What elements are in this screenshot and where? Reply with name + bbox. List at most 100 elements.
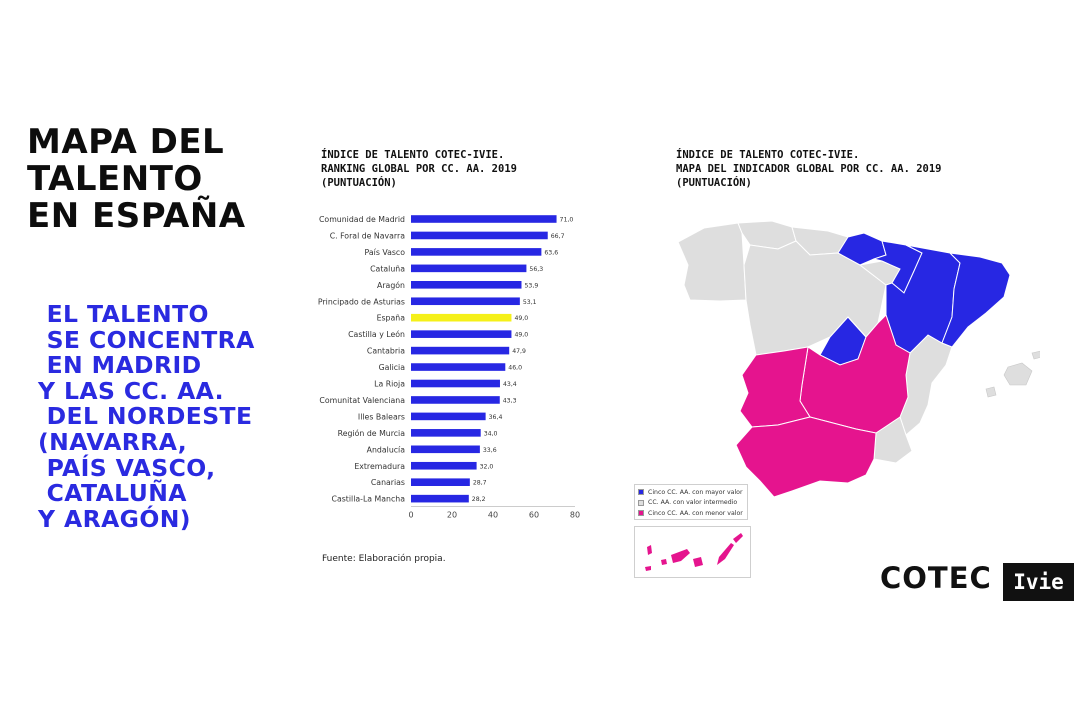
island-el-hierro bbox=[645, 566, 651, 571]
category-label: Castilla-La Mancha bbox=[332, 495, 406, 504]
category-label: Castilla y León bbox=[348, 330, 405, 339]
bar bbox=[411, 429, 481, 437]
key-message-line: Y ARAGÓN) bbox=[38, 504, 191, 533]
bar bbox=[411, 461, 477, 470]
x-tick-label: 0 bbox=[408, 511, 413, 520]
key-message-line: DEL NORDESTE bbox=[38, 402, 253, 431]
key-message-line: SE CONCENTRA bbox=[38, 325, 255, 354]
key-message-line: Y LAS CC. AA. bbox=[38, 376, 225, 405]
value-label: 53,1 bbox=[523, 299, 537, 306]
bar bbox=[411, 281, 522, 289]
value-label: 47,9 bbox=[512, 348, 526, 355]
category-label: Extremadura bbox=[354, 462, 405, 471]
category-label: País Vasco bbox=[365, 248, 406, 257]
ranking-bar-chart: Comunidad de Madrid 71,0 C. Foral de Navar… bbox=[318, 215, 580, 520]
key-message-line: EN MADRID bbox=[38, 351, 202, 380]
category-label: Región de Murcia bbox=[338, 429, 406, 438]
bar bbox=[411, 297, 520, 306]
value-label: 28,7 bbox=[473, 480, 487, 487]
legend-swatch-magenta bbox=[638, 510, 644, 517]
title-line: MAPA DEL bbox=[27, 122, 225, 162]
region-andalucia bbox=[735, 416, 877, 498]
legend-item: CC. AA. con valor intermedio bbox=[638, 498, 744, 509]
page-title: MAPA DEL TALENTO EN ESPAÑA bbox=[27, 124, 246, 235]
bar bbox=[411, 478, 470, 486]
title-line: TALENTO bbox=[27, 159, 203, 199]
bar bbox=[411, 330, 512, 338]
key-message-line: EL TALENTO bbox=[38, 300, 209, 328]
value-label: 66,7 bbox=[551, 233, 565, 240]
source-note: Fuente: Elaboración propia. bbox=[322, 554, 446, 564]
key-message-line: PAÍS VASCO, bbox=[38, 453, 216, 482]
x-tick-label: 20 bbox=[447, 511, 457, 520]
island-lanzarote bbox=[733, 533, 743, 543]
value-label: 33,6 bbox=[483, 447, 497, 454]
map-title-line: (PUNTUACIÓN) bbox=[676, 177, 752, 189]
bar bbox=[411, 379, 500, 388]
legend-swatch-blue bbox=[638, 489, 644, 496]
canary-islands-inset bbox=[634, 526, 751, 578]
bar bbox=[411, 264, 527, 273]
category-label: España bbox=[377, 314, 406, 323]
bar bbox=[411, 346, 510, 355]
value-label: 63,6 bbox=[544, 249, 558, 256]
legend-label: CC. AA. con valor intermedio bbox=[648, 499, 738, 507]
chart-title: ÍNDICE DE TALENTO COTEC-IVIE. RANKING GL… bbox=[321, 148, 517, 190]
value-label: 34,0 bbox=[484, 430, 498, 437]
bar bbox=[411, 445, 480, 454]
ivie-logo: Ivie bbox=[1003, 563, 1074, 601]
island-gran-canaria bbox=[693, 557, 703, 567]
key-message-line: (NAVARRA, bbox=[38, 427, 188, 456]
chart-title-line: ÍNDICE DE TALENTO COTEC-IVIE. bbox=[321, 149, 505, 161]
legend-label: Cinco CC. AA. con mayor valor bbox=[648, 488, 743, 496]
value-label: 49,0 bbox=[514, 315, 528, 322]
island-la-gomera bbox=[661, 559, 667, 565]
region-balearic-ibiza bbox=[985, 386, 997, 398]
value-label: 43,4 bbox=[503, 381, 517, 388]
region-balearic-menorca bbox=[1031, 350, 1040, 360]
legend-item: Cinco CC. AA. con mayor valor bbox=[638, 487, 744, 498]
island-la-palma bbox=[647, 545, 652, 555]
key-message: EL TALENTO SE CONCENTRA EN MADRID Y LAS … bbox=[38, 300, 255, 533]
x-tick-label: 40 bbox=[488, 511, 498, 520]
map-legend: Cinco CC. AA. con mayor valor CC. AA. co… bbox=[634, 484, 748, 520]
category-label: Principado de Asturias bbox=[318, 297, 405, 306]
spain-map bbox=[677, 220, 1040, 498]
region-extremadura bbox=[739, 346, 811, 428]
region-cataluna bbox=[941, 252, 1011, 348]
value-label: 46,0 bbox=[508, 365, 522, 372]
chart-title-line: RANKING GLOBAL POR CC. AA. 2019 bbox=[321, 163, 517, 175]
value-label: 49,0 bbox=[514, 332, 528, 339]
legend-swatch-grey bbox=[638, 499, 644, 506]
category-label: Comunidad de Madrid bbox=[319, 215, 405, 224]
bar bbox=[411, 363, 506, 371]
bar bbox=[411, 313, 512, 322]
category-label: Comunitat Valenciana bbox=[319, 396, 405, 405]
title-line: EN ESPAÑA bbox=[27, 196, 246, 236]
cotec-logo: COTEC bbox=[880, 561, 992, 595]
value-label: 28,2 bbox=[472, 496, 486, 503]
category-label: Cantabria bbox=[367, 347, 405, 356]
category-label: Aragón bbox=[377, 281, 405, 290]
x-tick-label: 80 bbox=[570, 511, 580, 520]
bar bbox=[411, 494, 469, 503]
map-title-line: ÍNDICE DE TALENTO COTEC-IVIE. bbox=[676, 149, 860, 161]
value-label: 56,3 bbox=[529, 266, 543, 273]
value-label: 36,4 bbox=[489, 414, 503, 421]
region-galicia bbox=[677, 222, 747, 302]
category-label: Illes Balears bbox=[358, 412, 405, 421]
bar bbox=[411, 215, 557, 223]
category-label: Canarias bbox=[371, 478, 405, 487]
map-title-line: MAPA DEL INDICADOR GLOBAL POR CC. AA. 20… bbox=[676, 163, 942, 175]
chart-title-line: (PUNTUACIÓN) bbox=[321, 177, 397, 189]
value-label: 53,9 bbox=[524, 282, 538, 289]
bar bbox=[411, 412, 486, 421]
bar bbox=[411, 396, 500, 404]
legend-item: Cinco CC. AA. con menor valor bbox=[638, 508, 744, 519]
region-balearic-mallorca bbox=[1003, 362, 1033, 386]
value-label: 71,0 bbox=[560, 217, 574, 224]
legend-label: Cinco CC. AA. con menor valor bbox=[648, 509, 743, 517]
bar bbox=[411, 231, 548, 240]
island-tenerife bbox=[671, 549, 690, 563]
value-label: 43,3 bbox=[503, 397, 517, 404]
